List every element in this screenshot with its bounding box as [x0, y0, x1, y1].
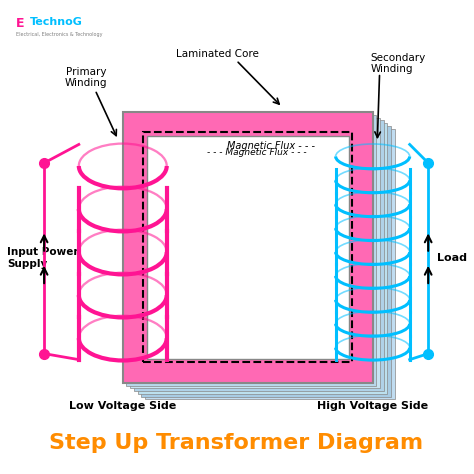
Bar	[143, 132, 352, 363]
Text: Secondary
Winding: Secondary Winding	[370, 53, 426, 74]
Bar	[137, 123, 387, 394]
Text: Electrical, Electronics & Technology: Electrical, Electronics & Technology	[16, 32, 103, 37]
Bar	[141, 126, 391, 397]
Bar	[123, 112, 373, 383]
Bar	[134, 120, 384, 391]
Bar	[130, 118, 380, 388]
Bar	[127, 115, 376, 385]
Bar	[123, 112, 373, 383]
Text: Primary
Winding: Primary Winding	[64, 66, 107, 88]
Text: High Voltage Side: High Voltage Side	[317, 401, 428, 411]
Text: Low Voltage Side: Low Voltage Side	[69, 401, 176, 411]
Text: Magnetic Flux - - -: Magnetic Flux - - -	[227, 141, 315, 151]
Text: Load: Load	[438, 253, 467, 263]
Bar	[147, 136, 348, 359]
Text: Laminated Core: Laminated Core	[176, 49, 259, 59]
Text: - - - Magnetic Flux - - -: - - - Magnetic Flux - - -	[207, 148, 307, 157]
Text: E: E	[16, 17, 25, 30]
Text: Step Up Transformer Diagram: Step Up Transformer Diagram	[49, 433, 423, 453]
Bar	[145, 129, 395, 400]
Bar	[147, 136, 348, 359]
Text: TechnoG: TechnoG	[30, 17, 83, 27]
Text: Input Power
Supply: Input Power Supply	[7, 247, 79, 269]
